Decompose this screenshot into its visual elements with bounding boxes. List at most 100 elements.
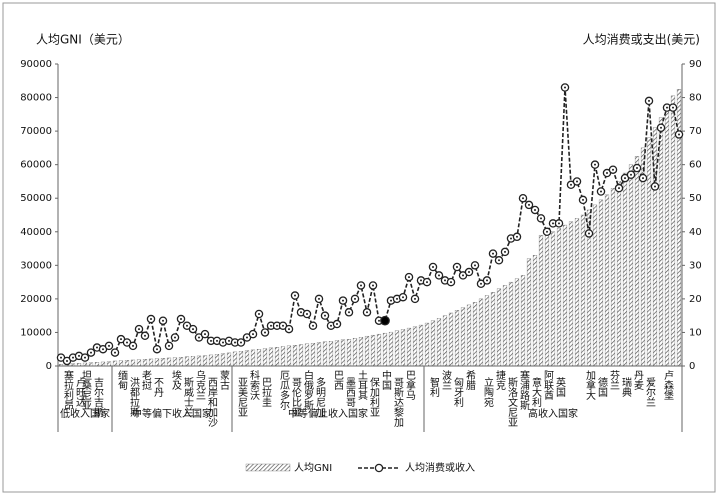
bar xyxy=(622,172,628,367)
y-tick-label: 20000 xyxy=(20,294,52,305)
bar xyxy=(646,137,652,367)
x-tick-label: 德国 xyxy=(596,376,608,398)
bar xyxy=(484,295,490,367)
bar xyxy=(166,357,172,367)
y2-tick-label: 10 xyxy=(689,327,702,338)
line-marker-dot xyxy=(576,180,578,183)
bar xyxy=(346,339,352,367)
bar xyxy=(550,231,556,367)
line-marker-dot xyxy=(600,190,602,193)
bar xyxy=(400,329,406,367)
line-marker-dot xyxy=(144,334,146,337)
y-tick-label: 10000 xyxy=(20,327,52,338)
line-marker-dot xyxy=(168,344,170,347)
line-marker-dot xyxy=(480,282,482,285)
group-label: 低收入国家 xyxy=(60,407,110,420)
bar xyxy=(112,360,118,367)
x-tick-label: 匈牙利 xyxy=(452,376,464,407)
x-tick-label: 希腊 xyxy=(464,369,476,391)
line-marker-dot xyxy=(468,271,470,274)
bar xyxy=(442,315,448,367)
line-marker-dot xyxy=(438,274,440,277)
line-marker-dot xyxy=(450,281,452,284)
x-tick-label: 墨西哥 xyxy=(344,377,356,407)
x-tick-label: 保加利亚 xyxy=(368,376,380,417)
bar xyxy=(448,312,454,367)
line-marker-dot xyxy=(456,266,458,269)
line-marker-dot xyxy=(180,318,182,321)
line-marker-dot xyxy=(108,344,110,347)
line-marker-dot xyxy=(132,344,134,347)
legend-marker xyxy=(374,463,384,473)
x-tick-label: 哥伦比亚 xyxy=(290,377,302,417)
bar xyxy=(370,334,376,367)
line-marker-dot xyxy=(126,341,128,344)
line-marker-dot xyxy=(390,299,392,302)
bar xyxy=(328,341,334,367)
x-tick-label: 不丹 xyxy=(152,377,164,398)
line-marker-dot xyxy=(414,297,416,300)
bar xyxy=(232,351,238,367)
x-tick-label: 意大利 xyxy=(530,376,542,407)
line-marker-dot xyxy=(516,235,518,238)
line-marker-dot xyxy=(588,232,590,235)
line-marker xyxy=(380,315,390,326)
bar xyxy=(568,221,574,367)
bar xyxy=(178,357,184,367)
line-marker-dot xyxy=(96,346,98,349)
line-marker-dot xyxy=(114,351,116,354)
line-marker-dot xyxy=(72,356,74,359)
line-marker-dot xyxy=(228,339,230,342)
bar xyxy=(454,310,460,367)
line-marker-dot xyxy=(540,217,542,220)
line-marker-dot xyxy=(420,279,422,282)
bar xyxy=(418,324,424,367)
line-marker-dot xyxy=(408,276,410,279)
bar xyxy=(424,322,430,367)
x-tick-label: 西岸和加沙 xyxy=(206,377,218,427)
line-marker-dot xyxy=(432,266,434,269)
line-marker-dot xyxy=(492,252,494,255)
line-marker-dot xyxy=(288,328,290,331)
line-marker-dot xyxy=(552,222,554,225)
x-tick-label: 乌克兰 xyxy=(194,369,206,400)
bar xyxy=(472,302,478,367)
x-tick-label: 埃及 xyxy=(170,369,182,391)
line-marker-dot xyxy=(240,341,242,344)
bar xyxy=(250,349,256,367)
bar xyxy=(526,258,532,367)
line-marker-dot xyxy=(204,333,206,336)
bar xyxy=(532,255,538,367)
bar xyxy=(202,355,208,367)
y2-tick-label: 90 xyxy=(689,59,702,70)
line-marker-dot xyxy=(282,324,284,327)
y2-tick-label: 50 xyxy=(689,193,702,204)
bar xyxy=(142,359,148,367)
bar xyxy=(664,105,670,367)
line-marker-dot xyxy=(324,314,326,317)
line-marker-dot xyxy=(474,264,476,267)
group-label: 高收入国家 xyxy=(528,407,578,420)
bar xyxy=(172,357,178,367)
bar xyxy=(514,278,520,367)
bar xyxy=(502,285,508,367)
legend-label: 人均GNI xyxy=(294,462,332,474)
bar xyxy=(466,304,472,367)
line-marker-dot xyxy=(174,336,176,339)
bar xyxy=(538,234,544,367)
bar xyxy=(274,347,280,367)
bar xyxy=(604,194,610,367)
legend-label: 人均消费或收入 xyxy=(405,461,475,474)
line-marker-dot xyxy=(138,328,140,331)
x-tick-label: 坦桑尼亚 xyxy=(80,369,92,410)
bar xyxy=(430,320,436,367)
x-tick-label: 土耳其 xyxy=(356,369,368,401)
line-marker-dot xyxy=(330,324,332,327)
group-label: 中等偏上收入国家 xyxy=(288,407,368,420)
line-marker-dot xyxy=(654,185,656,188)
y2-tick-label: 20 xyxy=(689,294,702,305)
bar xyxy=(316,342,322,367)
x-tick-label: 科索沃 xyxy=(248,369,260,401)
y2-tick-label: 60 xyxy=(689,160,702,171)
